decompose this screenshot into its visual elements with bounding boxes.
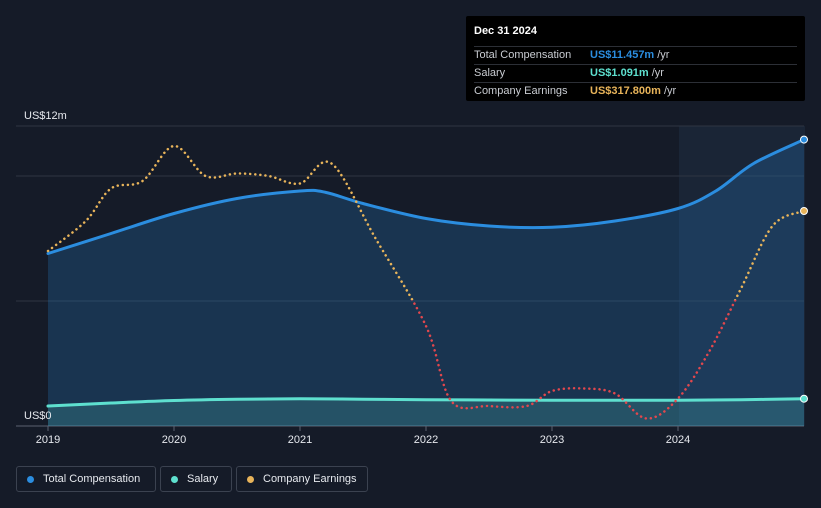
- company-earnings-end-marker: [800, 207, 808, 215]
- x-axis: 2019 2020 2021 2022 2023 2024: [36, 426, 690, 446]
- tooltip-value: US$11.457m: [590, 49, 655, 61]
- tooltip: Dec 31 2024 Total Compensation US$11.457…: [466, 16, 805, 101]
- tooltip-date: Dec 31 2024: [474, 25, 537, 37]
- tooltip-value: US$317.800m: [590, 85, 661, 97]
- x-tick-label: 2022: [414, 434, 438, 446]
- legend: Total Compensation Salary Company Earnin…: [16, 466, 368, 492]
- total-compensation-area: [48, 139, 804, 426]
- y-tick-label: US$12m: [24, 110, 67, 122]
- legend-label: Company Earnings: [263, 473, 357, 485]
- tooltip-label: Company Earnings: [474, 85, 568, 97]
- y-axis: US$12m US$0: [24, 110, 67, 422]
- tooltip-label: Salary: [474, 67, 506, 79]
- x-tick-label: 2023: [540, 434, 564, 446]
- tooltip-unit: /yr: [657, 49, 670, 61]
- x-tick-label: 2021: [288, 434, 312, 446]
- legend-dot-icon: [247, 475, 254, 483]
- end-markers: [800, 135, 808, 403]
- legend-label: Salary: [187, 473, 219, 485]
- legend-dot-icon: [27, 475, 34, 483]
- legend-dot-icon: [171, 475, 178, 483]
- total-compensation-end-marker: [800, 135, 808, 144]
- tooltip-label: Total Compensation: [474, 49, 572, 61]
- legend-label: Total Compensation: [43, 473, 141, 485]
- legend-item-company-earnings[interactable]: Company Earnings: [236, 466, 368, 492]
- total-compensation-line: [46, 138, 806, 255]
- tooltip-unit: /yr: [651, 67, 664, 79]
- x-tick-label: 2020: [162, 434, 186, 446]
- series-areas: [48, 139, 804, 426]
- grid-lines: [16, 125, 804, 427]
- tooltip-row-salary: Salary US$1.091m /yr: [474, 64, 797, 82]
- company-earnings-line-negative: [410, 300, 737, 420]
- tooltip-row-company-earnings: Company Earnings US$317.800m /yr: [474, 82, 797, 100]
- x-tick-label: 2019: [36, 434, 60, 446]
- tooltip-row-total-compensation: Total Compensation US$11.457m /yr: [474, 46, 797, 64]
- salary-line: [46, 397, 806, 408]
- series-lines: [46, 138, 806, 420]
- tooltip-unit: /yr: [663, 85, 677, 97]
- legend-item-salary[interactable]: Salary: [160, 466, 232, 492]
- salary-end-marker: [800, 394, 808, 403]
- tooltip-value: US$1.091m: [590, 67, 649, 79]
- legend-item-total-compensation[interactable]: Total Compensation: [16, 466, 156, 492]
- y-tick-label: US$0: [24, 410, 52, 422]
- salary-area: [48, 398, 804, 426]
- x-tick-label: 2024: [666, 434, 690, 446]
